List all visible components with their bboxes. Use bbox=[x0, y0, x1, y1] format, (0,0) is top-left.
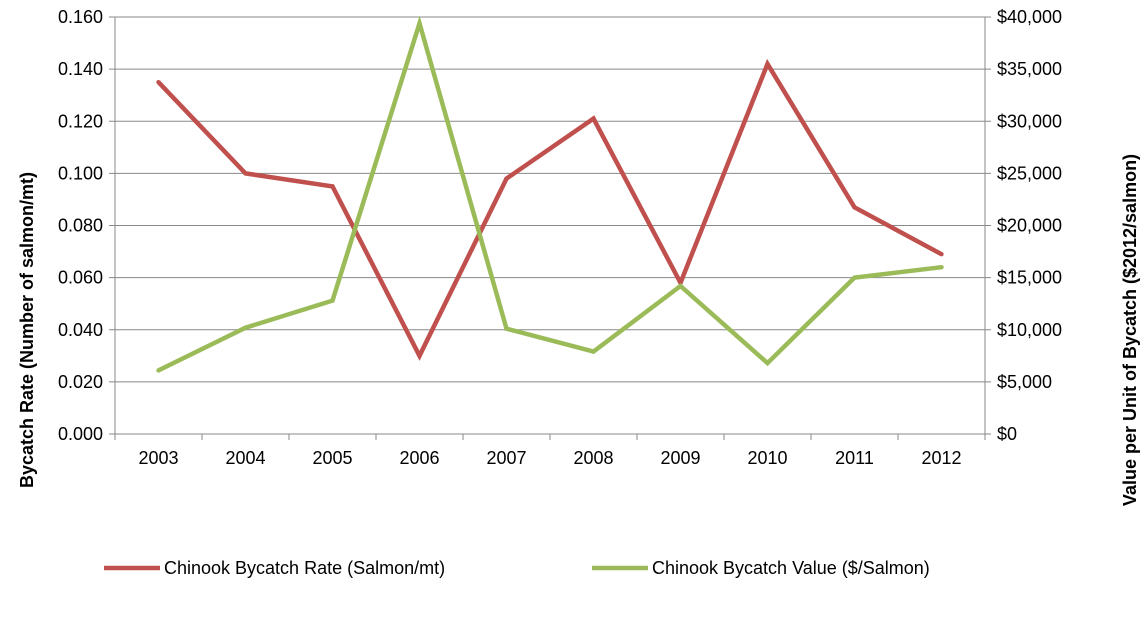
series-2-point bbox=[156, 368, 161, 373]
right-tick-label: $35,000 bbox=[997, 59, 1062, 79]
series-2-point bbox=[243, 325, 248, 330]
left-tick-label: 0.120 bbox=[58, 111, 103, 131]
right-tick-label: $30,000 bbox=[997, 111, 1062, 131]
left-tick-label: 0.100 bbox=[58, 163, 103, 183]
legend: Chinook Bycatch Rate (Salmon/mt) Chinook … bbox=[104, 558, 930, 578]
series-2-point bbox=[504, 326, 509, 331]
x-tick-label: 2007 bbox=[486, 448, 526, 468]
right-tick-label: $10,000 bbox=[997, 320, 1062, 340]
series-line-2 bbox=[157, 15, 942, 373]
right-tick-label: $25,000 bbox=[997, 163, 1062, 183]
axes bbox=[109, 16, 991, 440]
left-tick-label: 0.160 bbox=[58, 7, 103, 27]
series-2-point bbox=[678, 283, 683, 289]
series-2-point bbox=[765, 360, 770, 366]
series-1-point bbox=[939, 251, 944, 257]
series-2-point bbox=[330, 298, 335, 303]
right-axis-ticks: $0 $5,000 $10,000 $15,000 $20,000 $25,000 $30,… bbox=[997, 7, 1062, 444]
legend-label-1: Chinook Bycatch Rate (Salmon/mt) bbox=[164, 558, 445, 578]
left-axis-ticks: 0.000 0.020 0.040 0.060 0.080 0.100 0.120 0.140… bbox=[58, 7, 103, 444]
left-tick-label: 0.140 bbox=[58, 59, 103, 79]
x-tick-label: 2012 bbox=[921, 448, 961, 468]
legend-label-2: Chinook Bycatch Value ($/Salmon) bbox=[652, 558, 930, 578]
series-1-point bbox=[852, 205, 857, 210]
series-2-point bbox=[939, 265, 944, 270]
series-1-point bbox=[678, 280, 683, 286]
x-tick-label: 2010 bbox=[747, 448, 787, 468]
left-tick-label: 0.000 bbox=[58, 424, 103, 444]
series-1-point bbox=[243, 171, 248, 176]
right-tick-label: $20,000 bbox=[997, 216, 1062, 236]
x-tick-label: 2009 bbox=[660, 448, 700, 468]
x-tick-label: 2011 bbox=[835, 448, 874, 468]
series-2-point bbox=[591, 349, 596, 354]
left-tick-label: 0.020 bbox=[58, 372, 103, 392]
series-1-point bbox=[156, 79, 161, 85]
x-tick-label: 2004 bbox=[225, 448, 265, 468]
left-tick-label: 0.040 bbox=[58, 320, 103, 340]
series-1-point bbox=[504, 176, 509, 181]
left-tick-label: 0.060 bbox=[58, 268, 103, 288]
left-axis-title: Bycatch Rate (Number of salmon/mt) bbox=[17, 172, 37, 488]
series-line-1 bbox=[156, 58, 943, 361]
series-1-point bbox=[591, 116, 596, 121]
series-1-point bbox=[417, 353, 422, 359]
x-tick-label: 2003 bbox=[138, 448, 178, 468]
series-lines bbox=[156, 15, 944, 373]
left-tick-label: 0.080 bbox=[58, 216, 103, 236]
right-tick-label: $5,000 bbox=[997, 372, 1052, 392]
x-axis-ticks: 2003 2004 2005 2006 2007 2008 2009 2010 2011 2012 bbox=[138, 448, 961, 468]
series-2-point bbox=[852, 275, 857, 280]
series-2-point bbox=[417, 21, 422, 26]
series-1-point bbox=[765, 61, 770, 67]
series-1-point bbox=[330, 184, 335, 189]
right-tick-label: $40,000 bbox=[997, 7, 1062, 27]
right-tick-label: $15,000 bbox=[997, 268, 1062, 288]
x-tick-label: 2008 bbox=[573, 448, 613, 468]
x-tick-label: 2006 bbox=[399, 448, 439, 468]
right-tick-label: $0 bbox=[997, 424, 1017, 444]
x-tick-label: 2005 bbox=[312, 448, 352, 468]
right-axis-title: Value per Unit of Bycatch ($2012/salmon) bbox=[1120, 154, 1140, 506]
